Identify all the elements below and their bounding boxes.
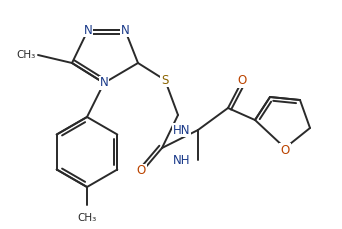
Text: S: S	[161, 74, 169, 87]
Text: O: O	[136, 164, 146, 177]
Text: N: N	[100, 76, 108, 90]
Text: CH₃: CH₃	[17, 50, 36, 60]
Text: O: O	[280, 144, 290, 156]
Text: HN: HN	[172, 123, 190, 136]
Text: NH: NH	[172, 153, 190, 166]
Text: O: O	[237, 74, 247, 87]
Text: CH₃: CH₃	[77, 213, 97, 223]
Text: N: N	[121, 24, 129, 36]
Text: N: N	[84, 24, 92, 36]
